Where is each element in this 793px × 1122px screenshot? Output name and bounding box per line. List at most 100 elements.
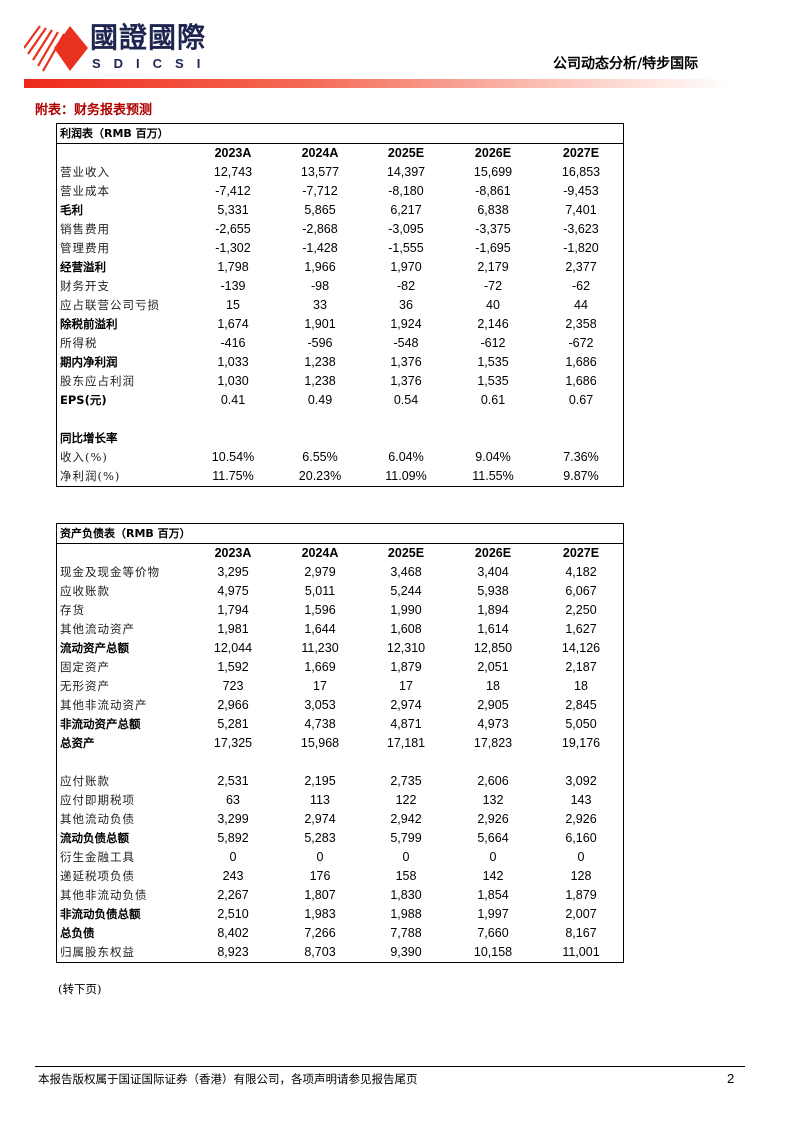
cell-value: 7,788 — [390, 926, 422, 940]
row-label: 净利润(%) — [60, 469, 121, 483]
row-label: 股东应占利润 — [60, 374, 135, 388]
cell-value: 12,044 — [213, 641, 253, 655]
cell-value: 1,983 — [304, 907, 336, 921]
cell-value: 7,660 — [477, 926, 509, 940]
cell-value: 2,531 — [217, 774, 249, 788]
table-row: EPS(元) 0.41 0.49 0.54 0.61 0.67 — [57, 391, 623, 410]
cell-value: 6,838 — [477, 203, 509, 217]
cell-value: 122 — [395, 793, 417, 807]
table-body: 2023A 2024A 2025E 2026E 2027E 现金及现金等价物 3,295 2,… — [57, 544, 623, 962]
cell-value: 0 — [577, 850, 585, 864]
cell-value: 5,283 — [304, 831, 336, 845]
page-number: 2 — [727, 1071, 735, 1086]
cell-value: 0.54 — [393, 393, 419, 407]
cell-value: 11.75% — [212, 469, 254, 483]
cell-value: -3,623 — [563, 222, 599, 236]
cell-value: 2,606 — [477, 774, 509, 788]
cell-value: 7.36% — [563, 450, 599, 464]
footer-disclaimer: 本报告版权属于国证国际证券（香港）有限公司，各项声明请参见报告尾页 — [38, 1072, 418, 1086]
cell-value: 723 — [222, 679, 244, 693]
cell-value: 0 — [489, 850, 497, 864]
cell-value: 2,510 — [217, 907, 249, 921]
cell-value: 17 — [399, 679, 413, 693]
year-header: 2026E — [474, 146, 512, 160]
cell-value: 44 — [574, 298, 588, 312]
cell-value: 1,990 — [390, 603, 422, 617]
row-label: 流动资产总额 — [60, 641, 129, 655]
cell-value: 1,879 — [565, 888, 597, 902]
header-row: 2023A 2024A 2025E 2026E 2027E — [57, 544, 623, 563]
table-row: 无形资产 723 17 17 18 18 — [57, 677, 623, 696]
table-row: 营业收入 12,743 13,577 14,397 15,699 16,853 — [57, 163, 623, 182]
table-row: 销售费用 -2,655 -2,868 -3,095 -3,375 -3,623 — [57, 220, 623, 239]
footer-divider — [35, 1066, 745, 1067]
cell-value: 8,402 — [217, 926, 249, 940]
cell-value: -139 — [220, 279, 246, 293]
cell-value: 9,390 — [390, 945, 422, 959]
cell-value: 1,981 — [217, 622, 249, 636]
cell-value: 1,376 — [390, 374, 422, 388]
continued-note: (转下页) — [58, 982, 102, 996]
cell-value: 1,894 — [477, 603, 509, 617]
table-row: 现金及现金等价物 3,295 2,979 3,468 3,404 4,182 — [57, 563, 623, 582]
balance-sheet-table: 资产负债表（RMB 百万） 2023A 2024A 2025E 2026E 2027E 现… — [56, 523, 624, 963]
year-header: 2025E — [387, 546, 425, 560]
cell-value: 5,938 — [477, 584, 509, 598]
row-label: 其他流动负债 — [60, 812, 135, 826]
sdicsi-logo-icon — [24, 25, 88, 72]
cell-value: 15,699 — [473, 165, 513, 179]
table-row: 所得税 -416 -596 -548 -612 -672 — [57, 334, 623, 353]
cell-value: 17,325 — [213, 736, 253, 750]
cell-value: -7,712 — [302, 184, 338, 198]
cell-value: 10.54% — [211, 450, 255, 464]
cell-value: 176 — [309, 869, 331, 883]
document-type: 公司动态分析/特步国际 — [553, 56, 699, 72]
cell-value: 1,596 — [304, 603, 336, 617]
cell-value: 18 — [486, 679, 500, 693]
brand-name-en: SDICSI — [92, 56, 214, 71]
cell-value: 5,244 — [390, 584, 422, 598]
cell-value: 12,743 — [213, 165, 253, 179]
cell-value: 15 — [226, 298, 240, 312]
cell-value: -3,095 — [388, 222, 424, 236]
cell-value: 36 — [399, 298, 413, 312]
table-row: 应收账款 4,975 5,011 5,244 5,938 6,067 — [57, 582, 623, 601]
row-label: 收入(%) — [60, 450, 108, 464]
table-row: 非流动资产总额 5,281 4,738 4,871 4,973 5,050 — [57, 715, 623, 734]
cell-value: 1,608 — [390, 622, 422, 636]
table-row — [57, 753, 623, 772]
cell-value: 18 — [574, 679, 588, 693]
row-label: 递延税项负债 — [60, 869, 135, 883]
cell-value: 5,050 — [565, 717, 597, 731]
row-label: 毛利 — [60, 203, 83, 217]
table-body: 2023A 2024A 2025E 2026E 2027E 营业收入 12,743 13,57… — [57, 144, 623, 486]
table-title: 资产负债表（RMB 百万） — [57, 524, 623, 544]
cell-value: 1,238 — [304, 355, 336, 369]
table-row: 非流动负债总额 2,510 1,983 1,988 1,997 2,007 — [57, 905, 623, 924]
table-row: 递延税项负债 243 176 158 142 128 — [57, 867, 623, 886]
cell-value: 1,535 — [477, 374, 509, 388]
cell-value: 4,975 — [217, 584, 249, 598]
row-label: 衍生金融工具 — [60, 850, 135, 864]
header-row: 2023A 2024A 2025E 2026E 2027E — [57, 144, 623, 163]
cell-value: 1,901 — [304, 317, 336, 331]
table-row: 财务开支 -139 -98 -82 -72 -62 — [57, 277, 623, 296]
cell-value: 11.55% — [472, 469, 514, 483]
cell-value: 6,160 — [565, 831, 597, 845]
cell-value: 8,923 — [217, 945, 249, 959]
row-label: 销售费用 — [60, 222, 110, 236]
cell-value: 1,614 — [477, 622, 509, 636]
cell-value: -1,428 — [302, 241, 338, 255]
cell-value: -1,302 — [215, 241, 251, 255]
cell-value: 3,468 — [390, 565, 422, 579]
cell-value: 2,267 — [217, 888, 249, 902]
cell-value: 3,092 — [565, 774, 597, 788]
income-statement-table: 利润表（RMB 百万） 2023A 2024A 2025E 2026E 2027E 营业收… — [56, 123, 624, 487]
cell-value: 1,686 — [565, 355, 597, 369]
cell-value: 1,830 — [390, 888, 422, 902]
cell-value: 2,179 — [477, 260, 509, 274]
table-row: 其他流动资产 1,981 1,644 1,608 1,614 1,627 — [57, 620, 623, 639]
row-label: 应付即期税项 — [60, 793, 135, 807]
cell-value: 5,011 — [304, 584, 336, 598]
cell-value: 1,030 — [217, 374, 249, 388]
